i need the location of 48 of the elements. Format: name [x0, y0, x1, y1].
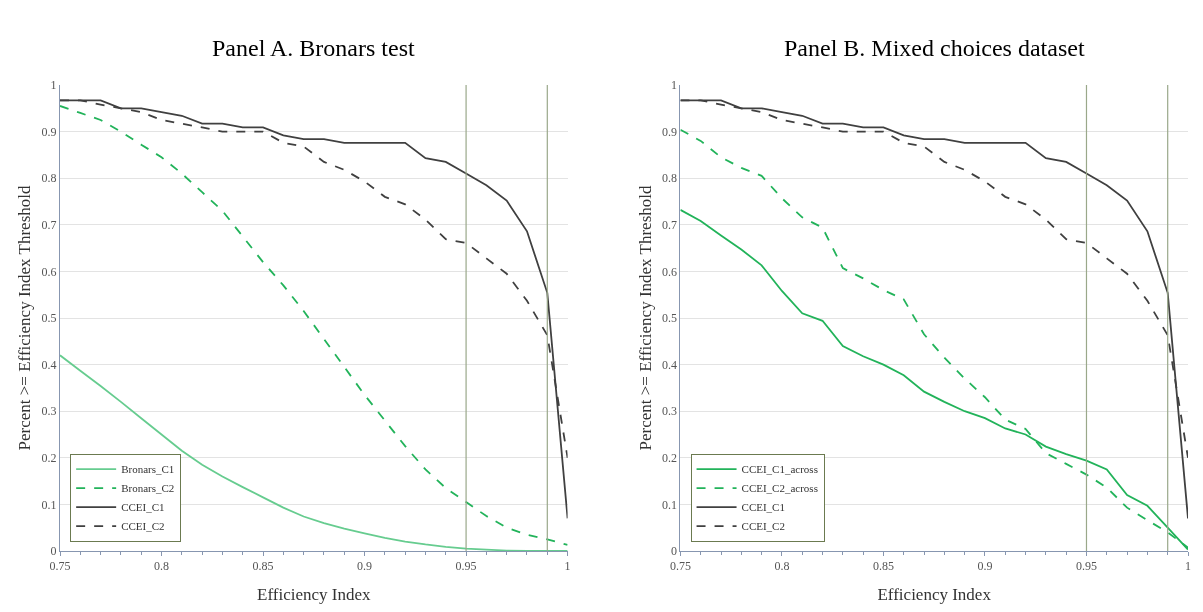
y-axis-title: Percent >= Efficiency Index Threshold — [15, 185, 35, 451]
y-tick-label: 0 — [671, 544, 677, 559]
y-tick-label: 0.9 — [41, 124, 57, 139]
x-tick-label: 1 — [1185, 559, 1191, 574]
x-tick-label: 0.9 — [357, 559, 373, 574]
x-tick-label: 0.85 — [252, 559, 274, 574]
y-tick-label: 0.6 — [662, 264, 677, 279]
y-tick-label: 0.7 — [662, 218, 677, 232]
legend-label: CCEI_C2 — [741, 520, 785, 533]
y-tick-label: 0.2 — [662, 451, 677, 465]
x-tick-label: 0.75 — [669, 559, 691, 574]
y-tick-label: 0.3 — [662, 404, 677, 419]
y-tick-label: 1 — [671, 78, 677, 93]
legend-label: Bronars_C1 — [121, 463, 175, 476]
y-tick-label: 0.9 — [662, 124, 677, 139]
x-tick-label: 1 — [564, 559, 571, 574]
y-tick-label: 0.5 — [41, 311, 57, 326]
y-tick-label: 0.6 — [41, 264, 57, 279]
y-tick-label: 0.4 — [41, 357, 57, 372]
y-tick-label: 1 — [50, 78, 57, 93]
legend-label: Bronars_C2 — [121, 482, 175, 495]
legend-label: CCEI_C1 — [121, 501, 165, 514]
y-tick-label: 0.7 — [41, 218, 57, 232]
legend-label: CCEI_C2_across — [741, 482, 818, 495]
x-tick-label: 0.8 — [154, 559, 170, 574]
x-tick-label: 0.95 — [1075, 559, 1097, 574]
y-tick-label: 0.8 — [662, 171, 677, 186]
y-tick-label: 0 — [50, 544, 57, 559]
y-tick-label: 0.1 — [41, 497, 57, 512]
y-tick-label: 0.3 — [41, 404, 57, 419]
x-axis-title: Efficiency Index — [257, 584, 372, 604]
y-tick-label: 0.8 — [41, 171, 57, 186]
y-tick-label: 0.4 — [662, 357, 677, 372]
chart-title: Panel A. Bronars test — [212, 35, 415, 61]
x-tick-label: 0.85 — [872, 559, 894, 574]
x-tick-label: 0.95 — [455, 559, 477, 574]
y-axis-title: Percent >= Efficiency Index Threshold — [635, 185, 655, 451]
x-axis-title: Efficiency Index — [877, 584, 992, 604]
legend-label: CCEI_C2 — [121, 520, 165, 533]
x-tick-label: 0.75 — [49, 559, 71, 574]
y-tick-label: 0.5 — [662, 311, 677, 326]
chart-title: Panel B. Mixed choices dataset — [784, 35, 1085, 61]
legend-label: CCEI_C1 — [741, 501, 785, 514]
y-tick-label: 0.1 — [662, 497, 677, 512]
legend-label: CCEI_C1_across — [741, 463, 818, 476]
y-tick-label: 0.2 — [41, 451, 57, 465]
x-tick-label: 0.8 — [774, 559, 790, 574]
x-tick-label: 0.9 — [977, 559, 993, 574]
